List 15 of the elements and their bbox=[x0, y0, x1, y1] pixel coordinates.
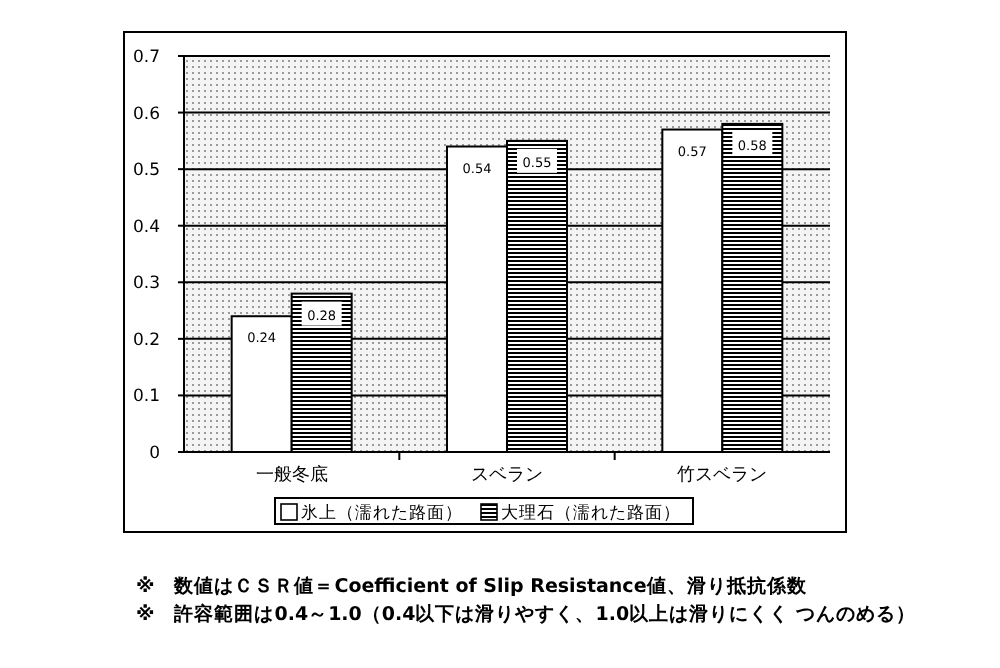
y-tick-label: 0.3 bbox=[132, 274, 160, 295]
x-tick-label: 竹スベラン bbox=[677, 464, 768, 486]
text: ※ 数値はＣＳＲ値＝Coefficient of Slip Resistance値、滑り抵抗係数 bbox=[136, 574, 809, 598]
y-tick-label: 0.5 bbox=[132, 161, 160, 182]
x-tick-label: スベラン bbox=[471, 466, 543, 486]
y-tick-label: 0.6 bbox=[132, 104, 160, 125]
legend-label: 大理石（濡れた路面） bbox=[501, 502, 681, 524]
legend-label: 氷上（濡れた路面） bbox=[301, 502, 463, 524]
y-tick-label: 0.2 bbox=[132, 330, 160, 351]
text: ※ 許容範囲は0.4～1.0（0.4以下は滑りやすく、1.0以上は滑りにくく つんのめる） bbox=[136, 602, 916, 626]
y-tick-label: 0.4 bbox=[132, 217, 160, 238]
y-tick-label: 0 bbox=[149, 444, 160, 464]
y-tick-label: 0.1 bbox=[132, 387, 160, 408]
x-tick-label: 一般冬底 bbox=[255, 464, 328, 486]
y-tick-label: 0.7 bbox=[132, 48, 160, 68]
